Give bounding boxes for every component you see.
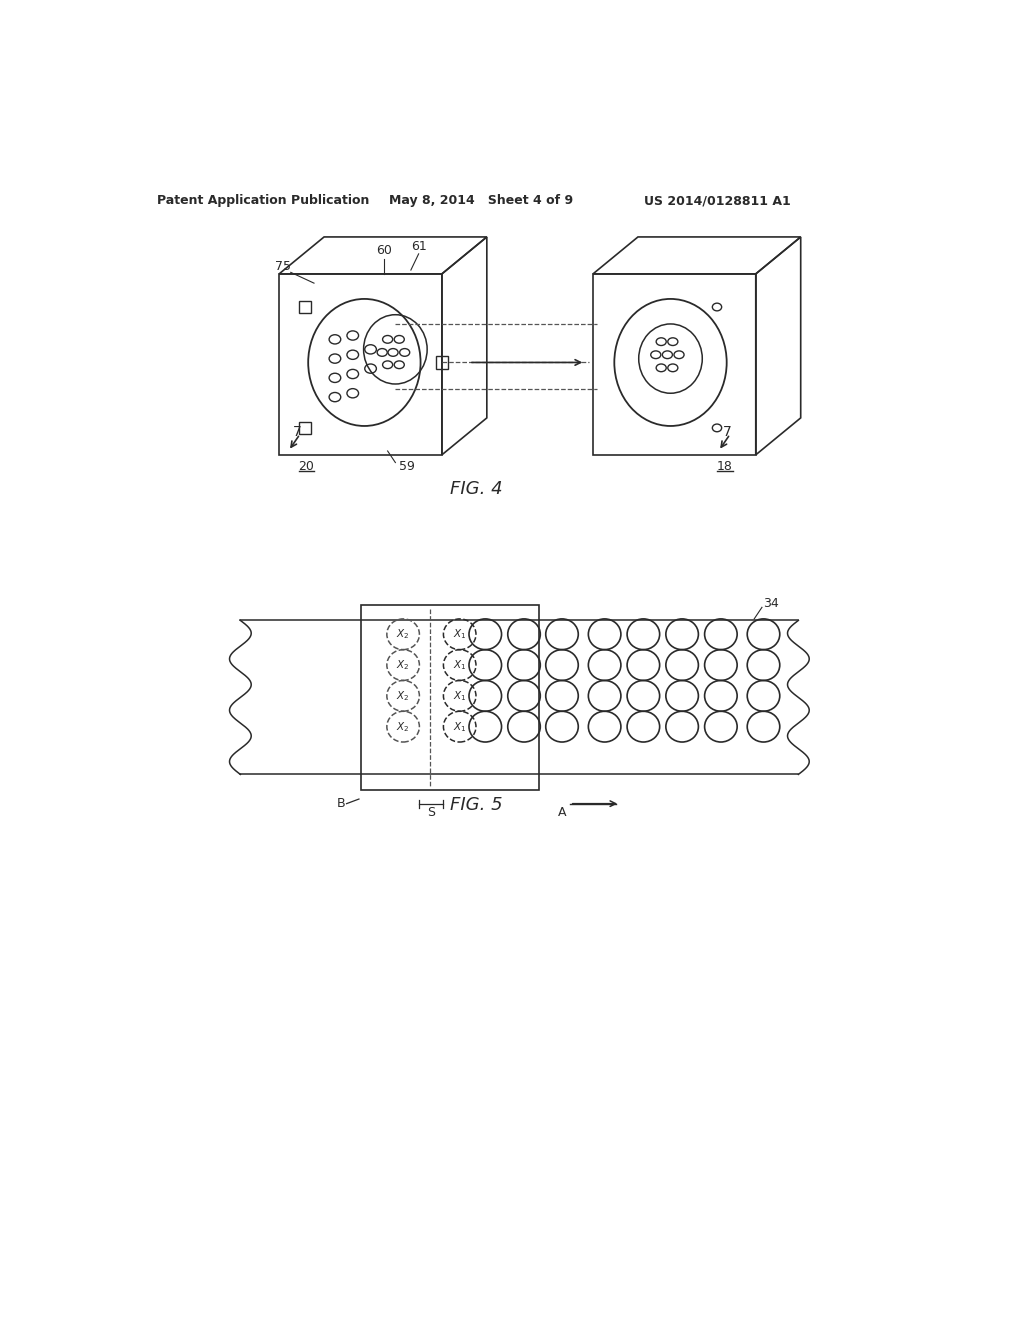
Text: 34: 34 [764, 597, 779, 610]
Text: $X_2$: $X_2$ [396, 627, 410, 642]
Text: 61: 61 [411, 240, 427, 253]
Text: $X_1$: $X_1$ [453, 719, 467, 734]
Text: US 2014/0128811 A1: US 2014/0128811 A1 [644, 194, 791, 207]
Text: $X_1$: $X_1$ [453, 627, 467, 642]
Text: $X_1$: $X_1$ [453, 659, 467, 672]
Text: 60: 60 [376, 244, 392, 257]
Text: FIG. 5: FIG. 5 [451, 796, 503, 814]
Text: 18: 18 [717, 459, 733, 473]
Text: $X_2$: $X_2$ [396, 719, 410, 734]
Text: $X_2$: $X_2$ [396, 689, 410, 702]
Text: 75: 75 [275, 260, 291, 273]
Text: B: B [336, 797, 345, 810]
Text: Patent Application Publication: Patent Application Publication [158, 194, 370, 207]
Bar [435, 356, 449, 368]
Text: 7: 7 [723, 425, 731, 438]
Text: 59: 59 [399, 459, 415, 473]
Bar [299, 422, 311, 434]
Text: 20: 20 [298, 459, 314, 473]
Text: S: S [427, 807, 435, 820]
Text: FIG. 4: FIG. 4 [451, 480, 503, 499]
Text: May 8, 2014   Sheet 4 of 9: May 8, 2014 Sheet 4 of 9 [388, 194, 572, 207]
Bar [299, 301, 311, 313]
Text: 7: 7 [293, 425, 301, 438]
Text: $X_1$: $X_1$ [453, 689, 467, 702]
Bar [360, 605, 539, 789]
Text: $X_2$: $X_2$ [396, 659, 410, 672]
Text: A: A [558, 807, 566, 820]
